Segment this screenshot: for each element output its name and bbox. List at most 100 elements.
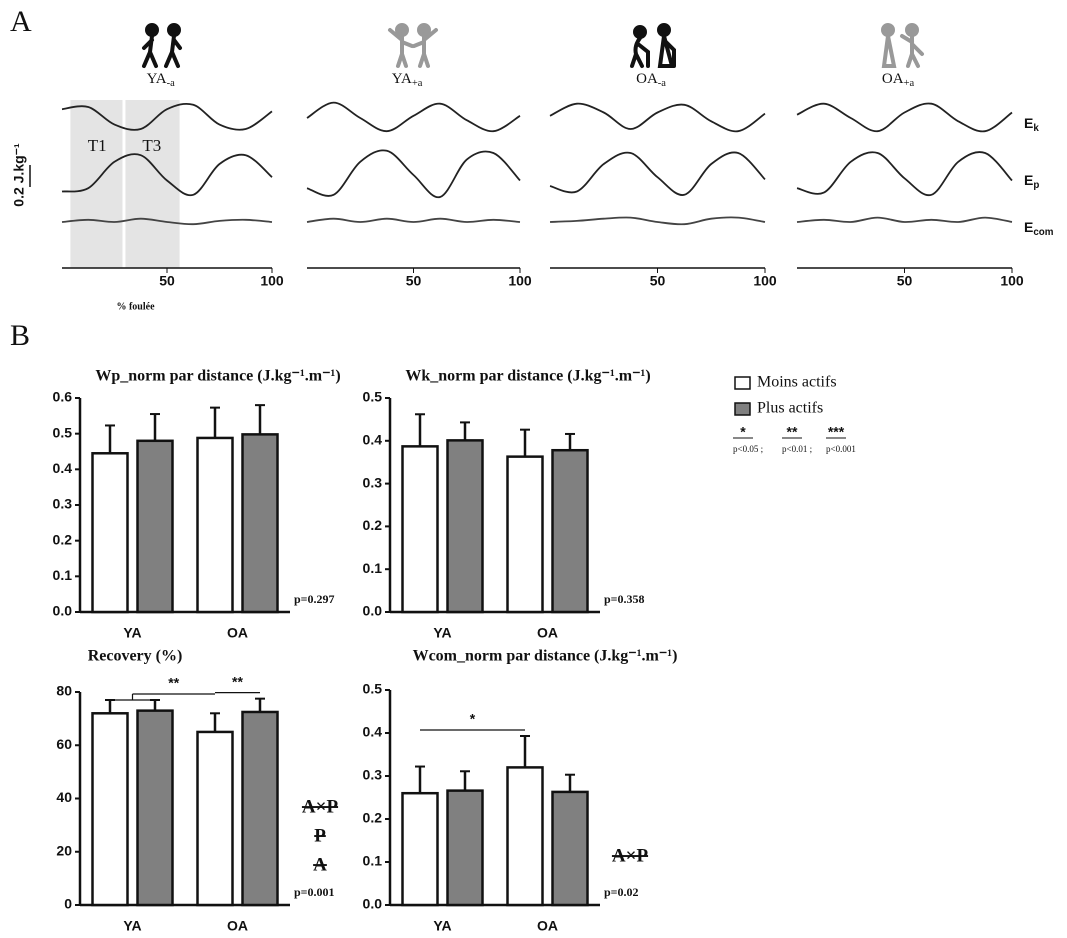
bar [403,446,438,612]
chart-title: Recovery (%) [88,648,183,665]
panel-title-main: YA [392,71,412,87]
x-tick-label: OA [227,918,248,934]
effect-annotation: P [314,825,326,846]
significance-symbol: *** [828,424,845,440]
comparison-label: * [470,711,476,727]
curve-label: Ecom [1024,219,1054,238]
panel-title: YA+a [392,71,423,89]
chart-title: Wk_norm par distance (J.kg⁻¹.m⁻¹) [405,368,650,385]
x-tick-label: YA [123,918,141,934]
y-tick-label: 0.5 [363,681,383,697]
energy-curve [797,152,1012,195]
curve-label-sub: p [1033,180,1039,191]
bar [553,450,588,612]
icon-old-walkers [632,25,674,66]
panel-title-sub: -a [167,78,175,89]
comparison-bracket [110,694,155,706]
y-tick-label: 0.6 [53,389,73,405]
y-tick-label: 40 [56,789,72,805]
panel-title: YA-a [147,71,176,89]
y-tick-label: 0.0 [363,603,383,619]
p-value: p=0.02 [604,885,639,899]
y-tick-label: 0.3 [53,496,73,512]
curve-label: Ek [1024,115,1039,134]
y-tick-label: 0.1 [363,853,383,869]
scale-bar-label: 0.2 J.kg⁻¹ [11,143,27,207]
bar [243,434,278,612]
page: A B T1T350100YA-a% foulée0.2 J.kg⁻¹50100… [0,0,1067,938]
panel-label: A [10,5,32,38]
comparison-label: ** [168,675,179,691]
energy-curve [550,217,765,224]
curve-label-main: E [1024,115,1033,131]
y-tick-label: 0.2 [363,517,383,533]
bar [93,453,128,612]
significance-symbol: ** [787,424,798,440]
bar [508,457,543,612]
significance-label: p<0.001 [826,444,856,454]
x-tick-label: 50 [897,273,913,289]
panel-title-main: OA [636,71,658,87]
y-tick-label: 0.5 [363,389,383,405]
icon-young-active [390,25,436,66]
x-tick-label: 50 [406,273,422,289]
legend-swatch [735,403,750,415]
energy-curve [307,103,520,132]
curve-label-sub: k [1033,123,1039,134]
energy-curve [550,104,765,132]
bar [448,440,483,612]
panel-title-sub: +a [904,78,915,89]
x-tick-label: 100 [1000,273,1024,289]
y-tick-label: 0.5 [53,424,73,440]
x-tick-label: YA [433,625,451,641]
y-tick-label: 0.3 [363,474,383,490]
energy-curve [307,150,520,197]
legend-label: Moins actifs [757,374,837,391]
y-tick-label: 0 [64,896,72,912]
y-tick-label: 0.0 [363,896,383,912]
x-tick-label: 100 [508,273,532,289]
effect-annotation: A [313,854,327,875]
x-tick-label: YA [433,918,451,934]
region-label: T1 [88,136,107,155]
bar [243,712,278,905]
y-tick-label: 0.0 [53,603,73,619]
region-label: T3 [142,136,161,155]
chart-title: Wcom_norm par distance (J.kg⁻¹.m⁻¹) [413,648,678,665]
curve-label-main: E [1024,172,1033,188]
x-tick-label: 100 [260,273,284,289]
x-tick-label: 100 [753,273,777,289]
x-tick-label: OA [537,625,558,641]
panel-title: OA-a [636,71,666,89]
effect-annotation: A×P [612,845,649,866]
y-tick-label: 0.2 [363,810,383,826]
x-tick-label: 50 [159,273,175,289]
panel-title: OA+a [882,71,915,89]
significance-label: p<0.05 ; [733,444,763,454]
y-tick-label: 0.1 [363,560,383,576]
energy-curve [550,152,765,195]
comparison-label: ** [232,673,243,689]
chart-title: Wp_norm par distance (J.kg⁻¹.m⁻¹) [95,368,340,385]
bar [93,713,128,905]
x-axis-label: % foulée [116,301,155,312]
p-value: p=0.001 [294,885,335,899]
bar [138,441,173,612]
panel-title-main: YA [147,71,167,87]
panel-title-sub: -a [658,78,666,89]
bar [508,767,543,905]
y-tick-label: 0.2 [53,531,73,547]
panel-label: B [10,319,30,352]
x-tick-label: YA [123,625,141,641]
curve-label: Ep [1024,172,1039,191]
bar [138,711,173,905]
x-tick-label: OA [537,918,558,934]
effect-annotation: A×P [302,796,339,817]
bar [198,438,233,612]
y-tick-label: 60 [56,736,72,752]
figure: A B T1T350100YA-a% foulée0.2 J.kg⁻¹50100… [0,0,1067,938]
p-value: p=0.297 [294,592,335,606]
legend-label: Plus actifs [757,400,823,417]
bar [553,792,588,905]
curve-label-sub: com [1033,227,1053,238]
